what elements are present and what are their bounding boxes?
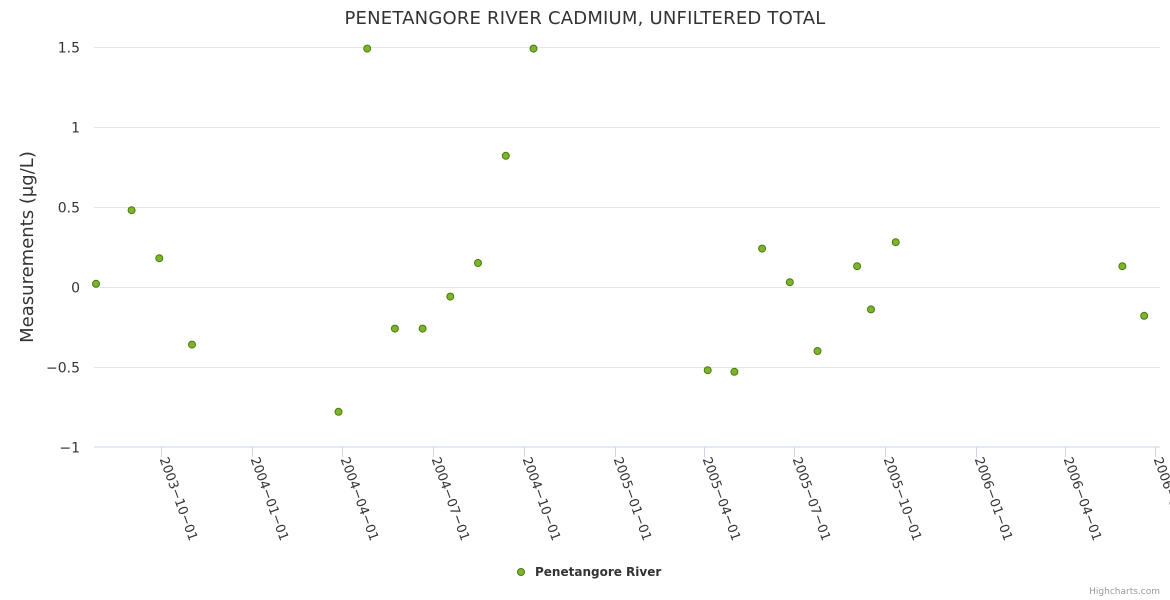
legend-label[interactable]: Penetangore River bbox=[535, 565, 661, 579]
data-point[interactable] bbox=[730, 367, 739, 376]
data-point[interactable] bbox=[418, 324, 427, 333]
data-point[interactable] bbox=[1118, 262, 1127, 271]
legend[interactable]: Penetangore River bbox=[517, 565, 662, 579]
y-tick-label: 0 bbox=[71, 281, 80, 297]
y-tick-label: −1 bbox=[59, 441, 80, 457]
data-point[interactable] bbox=[92, 279, 100, 288]
y-axis-ticks: −1 −0.5 0 0.5 1 1.5 bbox=[46, 41, 80, 457]
data-point[interactable] bbox=[1140, 311, 1149, 320]
data-point[interactable] bbox=[867, 305, 875, 314]
legend-marker bbox=[517, 568, 525, 576]
data-point[interactable] bbox=[703, 366, 712, 375]
data-point[interactable] bbox=[363, 44, 372, 53]
data-point[interactable] bbox=[529, 44, 538, 53]
y-tick-label: 1.5 bbox=[58, 41, 80, 57]
data-point[interactable] bbox=[813, 347, 822, 355]
y-axis-label: Measurements (μg/L) bbox=[17, 151, 38, 343]
data-point[interactable] bbox=[390, 324, 399, 333]
data-point[interactable] bbox=[188, 340, 196, 349]
data-point[interactable] bbox=[334, 407, 343, 416]
data-point[interactable] bbox=[853, 262, 862, 271]
credits[interactable]: Highcharts.com bbox=[1089, 587, 1160, 597]
chart-title: PENETANGORE RIVER CADMIUM, UNFILTERED TO… bbox=[344, 8, 825, 29]
data-point[interactable] bbox=[127, 206, 136, 215]
y-tick-label: −0.5 bbox=[46, 361, 80, 377]
data-point[interactable] bbox=[785, 278, 794, 287]
y-tick-label: 1 bbox=[71, 121, 80, 137]
data-point[interactable] bbox=[474, 259, 482, 267]
data-point[interactable] bbox=[155, 254, 164, 263]
y-tick-label: 0.5 bbox=[58, 201, 80, 217]
y-gridlines bbox=[94, 47, 1160, 368]
data-point[interactable] bbox=[501, 151, 510, 160]
data-point[interactable] bbox=[891, 238, 900, 247]
data-point[interactable] bbox=[446, 292, 455, 301]
data-point[interactable] bbox=[758, 244, 767, 253]
series-points bbox=[92, 44, 1149, 416]
